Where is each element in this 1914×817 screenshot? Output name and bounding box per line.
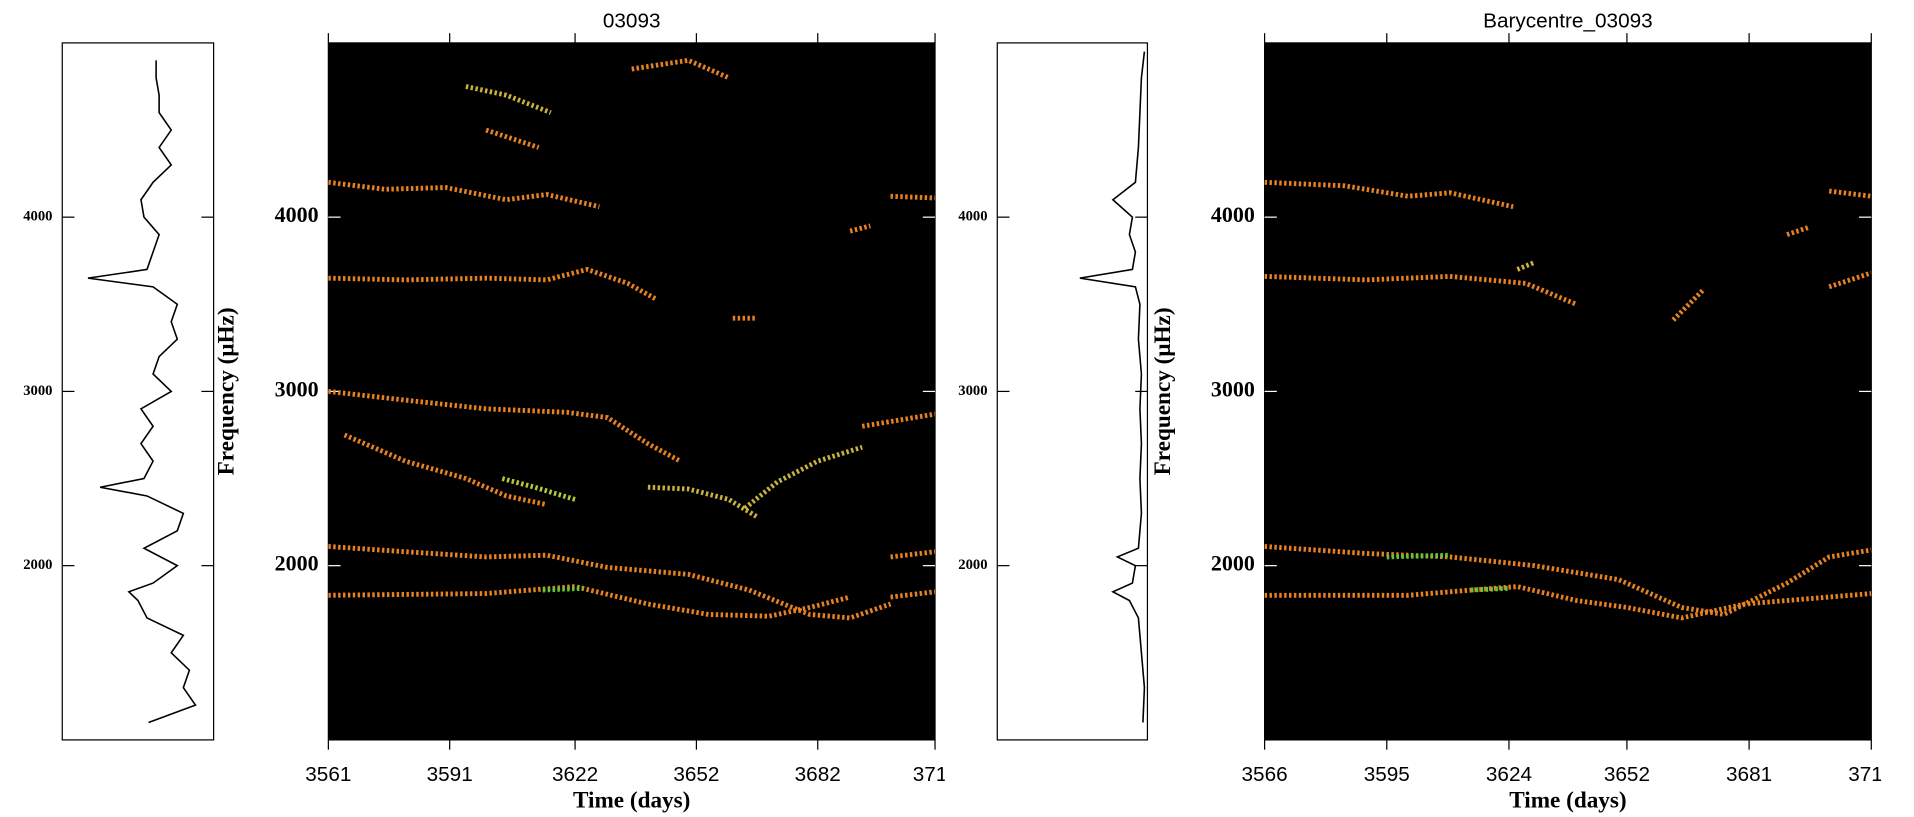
ridge-track [328,266,658,302]
x-tick-label: 3711 [913,763,958,786]
x-axis-label: Time (days) [1509,787,1626,813]
x-tick-label: 3682 [795,763,841,786]
plot-area [61,42,215,741]
x-tick-label: 3652 [673,763,719,786]
y-tick-label: 3000 [23,383,52,399]
x-tick-label: 3591 [427,763,473,786]
ridge-track [328,179,600,210]
chart-title: 03093 [603,10,661,33]
x-tick-label: 3566 [1242,763,1288,786]
x-tick-label: 3624 [1486,763,1532,786]
ridge-track [328,544,892,621]
ridge-track [485,127,540,150]
plot-area [1263,42,1872,741]
x-tick-label: 3652 [1604,763,1650,786]
ridge-track [647,484,759,519]
y-tick-label: 2000 [1211,551,1255,576]
plot-area [327,42,936,741]
y-tick-label: 4000 [23,209,52,225]
profile-line [1079,51,1146,723]
ridge-track [1264,584,1872,621]
ridge-track [1386,552,1451,560]
y-tick-label: 4000 [1211,202,1255,227]
ridge-track [465,84,552,115]
y-tick-label: 3000 [275,376,319,401]
y-tick-label: 2000 [275,551,319,576]
ridge-track [849,223,871,234]
y-axis-label: Frequency (μHz) [1150,307,1176,475]
profile-line [87,60,197,724]
ridge-track [542,585,584,593]
y-tick-label: 2000 [23,557,52,573]
ridge-track [501,476,576,502]
ridge-track [1264,273,1578,307]
x-axis-label: Time (days) [573,787,690,813]
x-tick-label: 3622 [552,763,598,786]
ridge-track [328,388,682,464]
y-tick-label: 3000 [958,383,987,399]
ridge-track [1828,188,1872,199]
plot-area [996,42,1149,741]
ridge-track [343,432,548,508]
y-tick-label: 2000 [958,557,987,573]
ridge-track [328,584,851,619]
ridge-track [1470,585,1510,593]
y-tick-label: 4000 [958,209,987,225]
ridge-track [1516,260,1536,272]
ridge-track [743,444,863,511]
chart-title: Barycentre_03093 [1483,10,1653,33]
x-tick-label: 3561 [305,763,351,786]
y-tick-label: 4000 [275,202,319,227]
x-tick-label: 3681 [1726,763,1772,786]
ridge-track [1786,225,1809,237]
ridge-track [1671,288,1705,322]
x-tick-label: 3595 [1364,763,1410,786]
y-axis-label: Frequency (μHz) [214,307,240,475]
x-tick-label: 3710 [1848,763,1894,786]
y-tick-label: 3000 [1211,376,1255,401]
